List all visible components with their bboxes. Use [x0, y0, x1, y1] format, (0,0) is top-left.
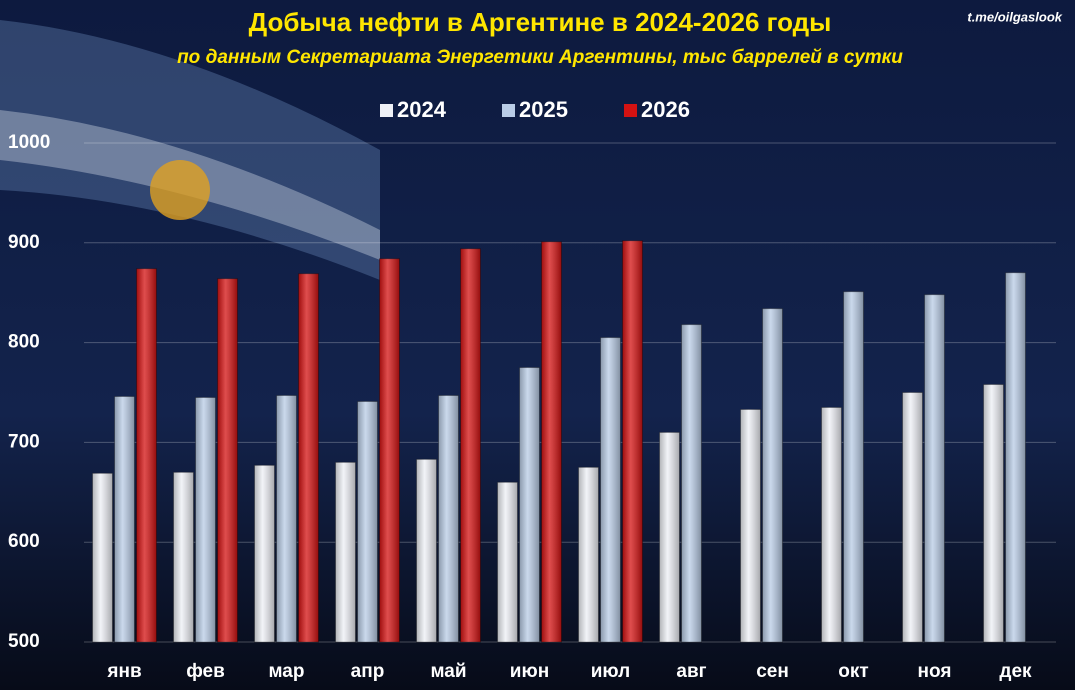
x-tick-label: фев [186, 661, 225, 682]
bar [924, 294, 945, 643]
x-tick-label: сен [756, 661, 789, 682]
bar [217, 278, 238, 643]
y-tick-label: 600 [8, 531, 40, 552]
bar [335, 461, 356, 643]
bar [497, 481, 518, 643]
bar [460, 248, 481, 643]
bar [622, 240, 643, 643]
bar [357, 400, 378, 643]
chart-title: Добыча нефти в Аргентине в 2024-2026 год… [249, 7, 832, 37]
x-tick-label: окт [838, 661, 868, 682]
legend-label: 2026 [641, 97, 690, 122]
sun-decor [150, 160, 210, 220]
legend-label: 2024 [397, 97, 447, 122]
bar [983, 384, 1004, 643]
x-tick-label: авг [676, 661, 706, 682]
bar [578, 466, 599, 643]
bar [821, 406, 842, 643]
x-tick-label: мар [269, 661, 305, 682]
y-tick-label: 800 [8, 332, 40, 353]
bar [195, 396, 216, 643]
bar [136, 268, 157, 643]
bar [843, 291, 864, 643]
bar [762, 308, 783, 643]
bar [379, 258, 400, 643]
bar [541, 241, 562, 643]
chart-subtitle: по данным Секретариата Энергетики Аргент… [177, 47, 903, 68]
bar [173, 471, 194, 643]
bar [92, 472, 113, 643]
legend-swatch [502, 104, 515, 117]
bar [254, 464, 275, 643]
source: t.me/oilgaslook [967, 9, 1062, 24]
bar [1005, 272, 1026, 643]
y-tick-label: 700 [8, 431, 40, 452]
y-tick-label: 1000 [8, 132, 50, 153]
bar [416, 458, 437, 643]
x-tick-label: июн [510, 661, 549, 682]
bar [114, 395, 135, 643]
y-tick-label: 900 [8, 232, 40, 253]
bar [276, 394, 297, 643]
bar [659, 431, 680, 643]
x-tick-label: дек [999, 661, 1032, 682]
bar [438, 394, 459, 643]
bar [519, 367, 540, 643]
flag-decor [0, 20, 380, 280]
bar [902, 392, 923, 643]
bar [600, 337, 621, 643]
x-tick-label: апр [351, 661, 385, 682]
x-tick-label: ноя [918, 661, 952, 682]
y-tick-label: 500 [8, 631, 40, 652]
legend-label: 2025 [519, 97, 568, 122]
legend-swatch [380, 104, 393, 117]
x-tick-label: июл [591, 661, 631, 682]
legend-swatch [624, 104, 637, 117]
bar [681, 324, 702, 643]
x-tick-label: янв [106, 661, 141, 682]
bar [298, 273, 319, 643]
bar [740, 408, 761, 643]
x-tick-label: май [430, 661, 466, 682]
